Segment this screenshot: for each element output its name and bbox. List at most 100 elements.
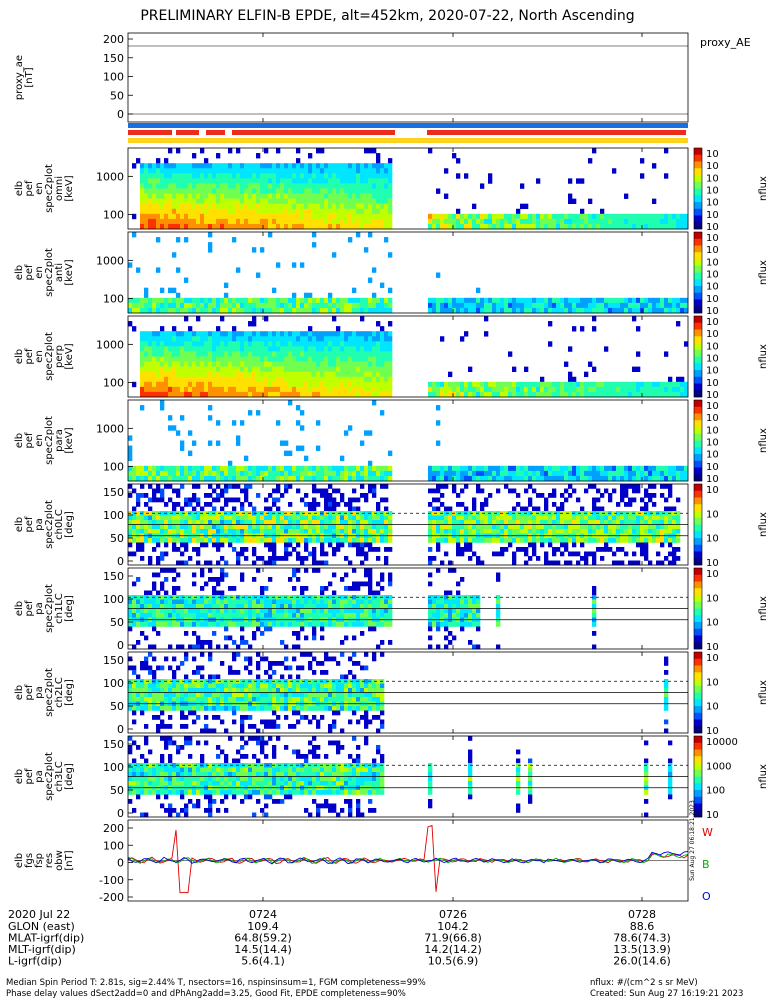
ylabel-pa_ch2: pa	[34, 686, 45, 698]
ephemeris-value: 71.9(66.8)	[424, 932, 482, 945]
ylabel-en_para: para	[54, 429, 65, 452]
ylabel-pa_ch3: pef	[24, 768, 35, 785]
colorbar-tick: 104	[706, 558, 719, 569]
colorbar-tick: 102	[706, 726, 719, 737]
ylabel-pa_ch3: elb	[14, 769, 25, 784]
ylabel-en_anti: elb	[14, 265, 25, 280]
ylabel-pa_ch3: [deg]	[64, 763, 75, 790]
ytick-label: 100	[103, 839, 124, 852]
colorbar-tick: 105	[706, 425, 719, 436]
ephemeris-value: 5.6(4.1)	[241, 955, 285, 968]
xtick-label: 0724	[249, 908, 277, 921]
colorbar-tick: 104	[706, 618, 719, 629]
colorbar-tick: 10	[706, 810, 719, 821]
ylabel-fgs: res	[44, 853, 55, 868]
ephemeris-value: 78.6(74.3)	[613, 932, 671, 945]
panel-en_anti	[127, 231, 703, 314]
colorbar-tick: 104	[706, 186, 719, 197]
xtick-label: 0728	[628, 908, 656, 921]
ylabel-en_perp: [keV]	[64, 343, 75, 369]
ephemeris-value: 14.2(14.2)	[424, 943, 482, 956]
ylabel-fgs: fsp	[34, 853, 45, 868]
colorbar-tick: 103	[706, 642, 719, 653]
panel-fgs	[127, 819, 689, 902]
ylabel-en_para: spec2plot	[44, 416, 55, 465]
ytick-label: 150	[103, 570, 124, 583]
colorbar-tick: 105	[706, 534, 719, 545]
ytick-label: 0	[117, 857, 124, 870]
colorbar-tick: 102	[706, 462, 719, 473]
ytick-label: 1000	[96, 254, 124, 267]
colorbar-tick: 101	[706, 474, 719, 485]
colorbar-tick: 107	[706, 485, 719, 496]
footer-left-1: Median Spin Period T: 2.81s, sig=2.44% T…	[6, 978, 426, 988]
colorbar-tick: 106	[706, 245, 719, 256]
ytick-label: 1000	[96, 338, 124, 351]
region-bar-red	[176, 130, 199, 135]
colorbar-tick: 105	[706, 653, 719, 664]
colorbar-tick: 103	[706, 450, 719, 461]
ylabel-pa_ch3: spec2plot	[44, 752, 55, 801]
ytick-label: 0	[117, 108, 124, 121]
colorbar-tick: 10000	[706, 737, 738, 748]
ytick-label: 100	[103, 376, 124, 389]
ylabel-en_anti: [keV]	[64, 259, 75, 285]
ytick-label: 50	[110, 532, 124, 545]
colorbar-tick: 106	[706, 329, 719, 340]
chart-title: PRELIMINARY ELFIN-B EPDE, alt=452km, 202…	[140, 8, 635, 24]
footer-right-1: nflux: #/(cm^2 s sr MeV)	[590, 978, 698, 988]
ephemeris-value: 13.5(13.9)	[613, 943, 671, 956]
ytick-label: 50	[110, 784, 124, 797]
ylabel-fgs: [nT]	[64, 850, 75, 870]
colorbar-tick: 104	[706, 270, 719, 281]
ytick-label: 150	[103, 738, 124, 751]
colorbar-tick: 105	[706, 173, 719, 184]
ytick-label: -100	[99, 874, 124, 887]
ylabel-pa_ch0: spec2plot	[44, 500, 55, 549]
ephemeris-value: 26.0(14.6)	[613, 955, 671, 968]
ylabel-pa_ch0: elb	[14, 517, 25, 532]
region-bar-red	[206, 130, 225, 135]
ephemeris-value: 104.2	[437, 920, 469, 933]
colorbar-tick: 106	[706, 569, 719, 580]
ylabel-en_para: [keV]	[64, 427, 75, 453]
series-line-O	[127, 850, 689, 865]
legend-W: W	[702, 826, 713, 839]
ytick-label: 100	[103, 208, 124, 221]
ytick-label: 100	[103, 460, 124, 473]
colorbar-tick: 104	[706, 677, 719, 688]
ytick-label: 50	[110, 700, 124, 713]
ytick-label: 150	[103, 486, 124, 499]
region-bar-yellow	[128, 138, 688, 143]
panel-en_omni	[127, 147, 703, 230]
ylabel-fgs: obw	[54, 850, 65, 871]
ytick-label: 0	[117, 807, 124, 820]
colorbar-label: nflux	[758, 176, 769, 201]
ephemeris-value: 88.6	[630, 920, 655, 933]
colorbar-tick: 101	[706, 306, 719, 317]
colorbar-tick: 107	[706, 149, 719, 160]
region-bar-blue	[128, 123, 688, 128]
colorbar-label: nflux	[758, 344, 769, 369]
ylabel-pa_ch2: [deg]	[64, 679, 75, 706]
ephemeris-label: GLON (east)	[8, 920, 75, 933]
panel-en_perp	[127, 315, 703, 398]
colorbar-tick: 105	[706, 257, 719, 268]
ylabel-en_omni: spec2plot	[44, 164, 55, 213]
ylabel-en_anti: spec2plot	[44, 248, 55, 297]
ylabel-pa_ch1: elb	[14, 601, 25, 616]
colorbar-tick: 107	[706, 401, 719, 412]
ytick-label: 150	[103, 52, 124, 65]
ylabel-fgs: elb	[14, 853, 25, 868]
ylabel-en_omni: pef	[24, 180, 35, 197]
ylabel-en_perp: pef	[24, 348, 35, 365]
ephemeris-label: L-igrf(dip)	[8, 955, 62, 968]
ytick-label: 100	[103, 71, 124, 84]
colorbar-label: nflux	[758, 764, 769, 789]
colorbar-tick: 104	[706, 438, 719, 449]
colorbar-tick: 105	[706, 593, 719, 604]
ephemeris-value: 64.8(59.2)	[234, 932, 292, 945]
region-bar-red	[427, 130, 686, 135]
ytick-label: 100	[103, 593, 124, 606]
